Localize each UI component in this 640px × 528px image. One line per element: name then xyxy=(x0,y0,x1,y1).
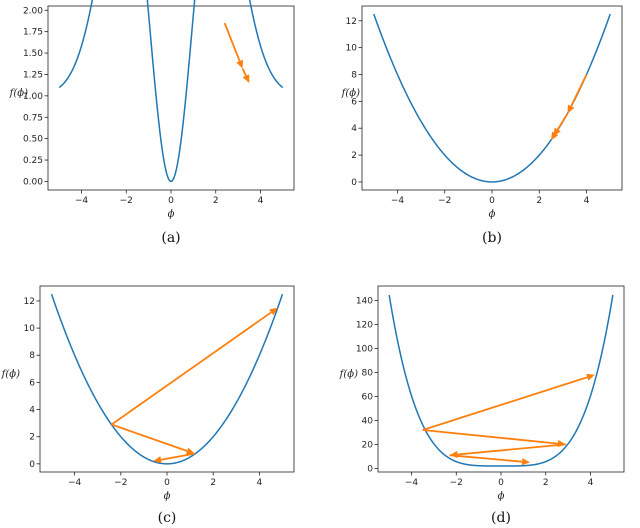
y-tick-label: 4 xyxy=(29,406,35,416)
function-curve xyxy=(58,0,284,183)
y-tick-label: 60 xyxy=(362,392,374,402)
x-tick-label: −4 xyxy=(68,478,82,488)
y-axis-label: f(ϕ) xyxy=(341,88,360,99)
y-axis-label: f(ϕ) xyxy=(1,369,20,380)
x-tick-label: 2 xyxy=(543,478,549,488)
y-axis-label: f(ϕ) xyxy=(9,88,28,99)
y-tick-label: 12 xyxy=(24,297,35,307)
function-curve xyxy=(388,294,614,467)
y-tick-label: 6 xyxy=(29,378,35,388)
x-axis-label: ϕ xyxy=(164,491,171,502)
y-tick-label: 2 xyxy=(29,433,35,443)
y-tick-label: 10 xyxy=(346,44,358,54)
x-tick-label: −2 xyxy=(120,196,133,206)
x-tick-label: −2 xyxy=(450,478,463,488)
x-tick-label: −4 xyxy=(75,196,89,206)
panel-c: −4 −2 0 2 4 0 2 4 6 8 10 12 ϕ f(ϕ) (c) xyxy=(1,285,295,526)
step-arrowhead xyxy=(185,447,195,455)
y-tick-label: 40 xyxy=(362,416,374,426)
y-tick-label: 20 xyxy=(362,440,374,450)
y-tick-label: 6 xyxy=(351,97,357,107)
y-tick-label: 2 xyxy=(351,151,357,161)
step-arrowhead xyxy=(567,104,575,114)
y-tick-label: 140 xyxy=(356,296,373,306)
step-arrow xyxy=(449,454,523,463)
y-tick-label: 0 xyxy=(367,464,373,474)
x-tick-label: 2 xyxy=(210,478,216,488)
y-tick-label: 1.25 xyxy=(23,70,43,80)
panel-caption: (a) xyxy=(161,230,180,246)
x-tick-label: 0 xyxy=(168,196,174,206)
step-arrowhead xyxy=(236,59,243,69)
step-arrowhead xyxy=(557,440,566,448)
y-tick-label: 12 xyxy=(346,17,357,27)
function-curve xyxy=(50,293,284,465)
step-arrow xyxy=(422,429,558,445)
step-arrow xyxy=(570,74,588,107)
axes-frame xyxy=(377,285,625,473)
axes-frame xyxy=(361,5,623,191)
x-tick-label: 2 xyxy=(536,196,542,206)
x-tick-label: 0 xyxy=(164,478,170,488)
y-tick-label: 2.00 xyxy=(23,6,43,16)
step-arrow xyxy=(241,68,247,77)
step-arrowhead xyxy=(153,456,162,464)
x-axis-label: ϕ xyxy=(489,209,496,220)
panel-caption: (b) xyxy=(482,230,502,246)
x-tick-label: 0 xyxy=(498,478,504,488)
step-arrow xyxy=(160,452,195,461)
panel-caption: (c) xyxy=(158,510,177,526)
x-tick-label: 4 xyxy=(588,478,594,488)
x-tick-label: −2 xyxy=(438,196,451,206)
step-arrowhead xyxy=(521,458,531,466)
y-tick-label: 80 xyxy=(362,368,374,378)
x-tick-label: 0 xyxy=(489,196,495,206)
panel-a: −4 −2 0 2 4 0.00 0.25 0.50 0.75 1.00 1.25 1.50 1.75 2… xyxy=(9,0,295,246)
y-axis-label: f(ϕ) xyxy=(339,369,358,380)
x-tick-label: −4 xyxy=(405,478,419,488)
y-tick-label: 0.00 xyxy=(23,177,43,187)
y-tick-label: 1.00 xyxy=(23,92,43,102)
panel-b: −4 −2 0 2 4 0 2 4 6 8 10 12 ϕ f(ϕ) (b) xyxy=(341,5,623,246)
step-arrow xyxy=(111,311,272,426)
x-tick-label: −2 xyxy=(114,478,127,488)
y-tick-label: 0.50 xyxy=(23,135,43,145)
step-arrowhead xyxy=(269,307,278,316)
step-arrow xyxy=(223,22,241,62)
x-tick-label: −4 xyxy=(391,196,405,206)
step-arrow xyxy=(111,423,188,452)
y-tick-label: 8 xyxy=(29,351,35,361)
x-tick-label: 4 xyxy=(584,196,590,206)
panel-caption: (d) xyxy=(491,510,511,526)
y-tick-label: 0.25 xyxy=(23,156,43,166)
y-tick-label: 0 xyxy=(351,178,357,188)
y-tick-label: 0.75 xyxy=(23,113,43,123)
step-arrow xyxy=(457,443,566,456)
y-tick-label: 1.75 xyxy=(23,28,43,38)
x-axis-label: ϕ xyxy=(498,491,505,502)
y-tick-label: 0 xyxy=(29,460,35,470)
step-arrowhead xyxy=(242,74,250,84)
step-arrowhead xyxy=(551,131,559,141)
step-arrowhead xyxy=(586,373,595,381)
y-tick-label: 8 xyxy=(351,70,357,80)
x-tick-label: 2 xyxy=(213,196,219,206)
x-tick-label: 4 xyxy=(258,196,264,206)
y-tick-label: 4 xyxy=(351,124,357,134)
step-arrow xyxy=(422,376,588,431)
x-axis-label: ϕ xyxy=(168,209,175,220)
y-tick-label: 1.50 xyxy=(23,49,43,59)
y-tick-label: 10 xyxy=(24,324,36,334)
y-tick-label: 120 xyxy=(356,320,373,330)
x-tick-label: 4 xyxy=(256,478,262,488)
step-arrow xyxy=(556,112,569,130)
y-tick-label: 100 xyxy=(356,344,373,354)
